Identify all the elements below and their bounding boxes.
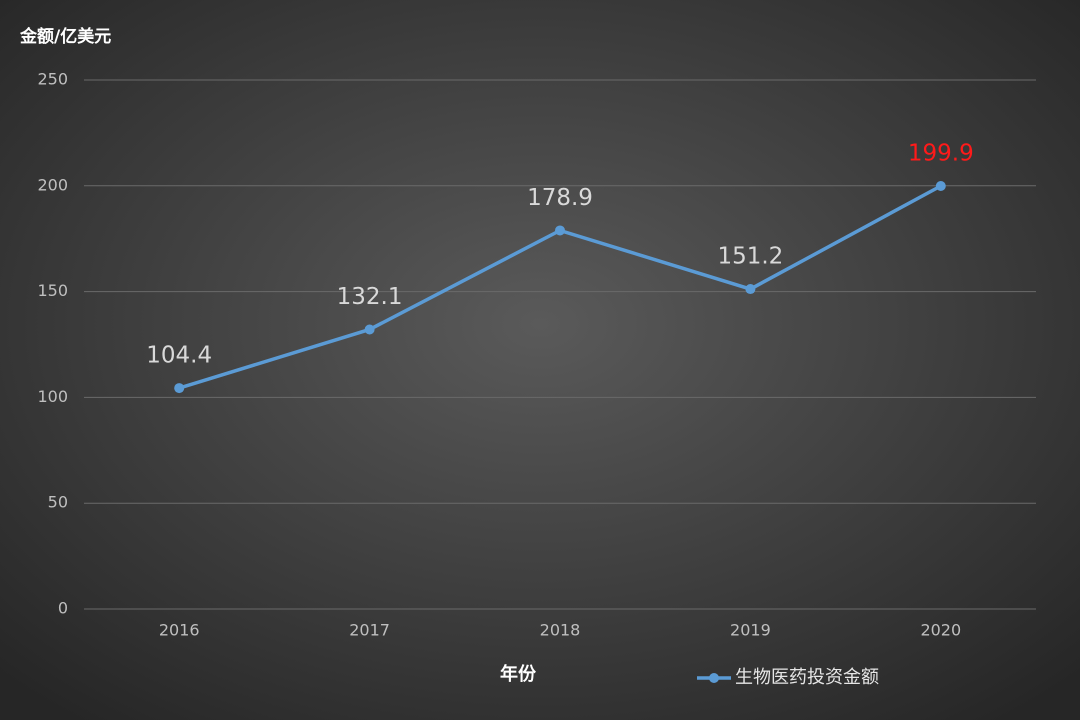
- data-label: 151.2: [717, 244, 783, 270]
- data-point: [935, 181, 946, 192]
- data-label: 132.1: [337, 284, 403, 310]
- legend-marker: [709, 673, 719, 683]
- x-tick-label: 2017: [349, 621, 390, 640]
- x-tick-label: 2019: [730, 621, 771, 640]
- x-axis-title: 年份: [500, 663, 537, 685]
- x-tick-label: 2018: [540, 621, 581, 640]
- x-tick-label: 2020: [920, 621, 961, 640]
- y-tick-label: 250: [37, 70, 68, 89]
- data-point: [555, 225, 565, 236]
- data-label: 104.4: [146, 343, 212, 369]
- data-point: [174, 383, 185, 394]
- y-tick-label: 0: [58, 599, 68, 618]
- y-tick-label: 200: [37, 175, 68, 194]
- data-point: [364, 324, 375, 335]
- y-tick-label: 150: [37, 281, 68, 300]
- x-tick-label: 2016: [159, 621, 200, 640]
- y-axis-title: 金额/亿美元: [19, 26, 111, 47]
- data-label: 199.9: [908, 141, 974, 167]
- data-label: 178.9: [527, 185, 593, 211]
- y-tick-label: 50: [48, 493, 68, 512]
- y-tick-label: 100: [37, 387, 68, 406]
- data-point: [745, 284, 756, 295]
- legend-label: 生物医药投资金额: [735, 667, 879, 688]
